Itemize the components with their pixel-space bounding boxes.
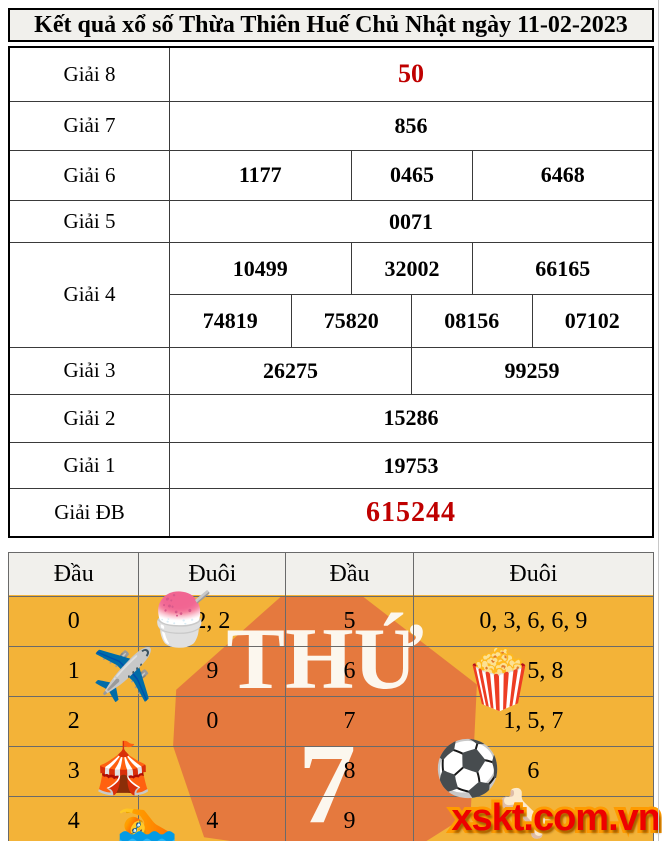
prize-label: Giải 2 — [10, 395, 170, 442]
tail-list-cell: 0, 3, 6, 6, 9 — [412, 597, 653, 646]
tail-list-cell: 6 — [412, 747, 653, 796]
head-tail-row-3: 3 8 6 — [9, 746, 653, 796]
prize-value: 856 — [394, 112, 428, 138]
header-cell-duoi: Đuôi — [138, 553, 285, 596]
head-tail-header-row: Đầu Đuôi Đầu Đuôi — [9, 553, 653, 596]
prize-label: Giải 1 — [10, 442, 170, 489]
prize-row-1: Giải 1 19753 — [10, 441, 652, 489]
header-cell-dau: Đầu — [53, 561, 94, 587]
thu7-badge-word: THỨ — [226, 611, 424, 708]
popcorn-icon: 🍿 — [463, 645, 536, 713]
tail-list-cell — [412, 797, 653, 841]
prize-value: 0071 — [389, 208, 433, 234]
prize-row-4: Giải 4 10499 32002 66165 74819 75820 081… — [10, 242, 653, 347]
shaved-ice-icon: 🍧 — [147, 590, 212, 650]
prize-value: 15286 — [383, 405, 439, 431]
soccer-ball-icon: ⚽ — [434, 737, 502, 800]
prize-value: 1177 — [238, 162, 282, 188]
prize-row-7: Giải 7 856 — [10, 100, 652, 151]
prize-value: 50 — [398, 59, 424, 89]
head-digit-cell: 6 — [285, 647, 413, 696]
prize-value: 615244 — [366, 496, 456, 528]
prize-row-8: Giải 8 50 — [10, 48, 652, 101]
prize-label: Giải 7 — [10, 101, 170, 151]
prize-label: Giải 3 — [10, 347, 170, 395]
tail-list-cell: 2, 2 — [138, 597, 285, 646]
prize-row-5: Giải 5 0071 — [10, 199, 652, 243]
swimmer-icon: 🏊 — [116, 794, 179, 841]
thu7-badge-number: 7 — [298, 720, 356, 841]
tail-list-cell: 5, 5, 8 — [412, 647, 653, 696]
prize-value: 08156 — [411, 295, 532, 347]
results-table: Giải 8 50 Giải 7 856 Giải 6 1177 0465 64… — [8, 46, 654, 538]
tail-list-cell: 0 — [138, 697, 285, 746]
tail-list-cell: 9 — [138, 647, 285, 696]
prize-value: 66165 — [472, 243, 652, 295]
head-digit-cell: 8 — [285, 747, 413, 796]
prize-value: 32002 — [350, 243, 473, 295]
page-title: Kết quả xổ số Thừa Thiên Huế Chủ Nhật ng… — [8, 8, 654, 42]
head-tail-row-2: 2 0 7 1, 5, 7 — [9, 696, 653, 746]
head-tail-row-0: 0 2, 2 5 0, 3, 6, 6, 9 — [9, 596, 653, 646]
head-tail-row-1: 1 9 6 5, 5, 8 — [9, 646, 653, 696]
prize-label: Giải 6 — [10, 151, 170, 200]
circus-tent-icon: 🎪 — [92, 739, 155, 797]
watermark-text: xskt.com.vn — [448, 794, 662, 841]
prize-value: 6468 — [472, 151, 652, 200]
head-digit-cell: 0 — [67, 608, 80, 634]
prize-row-2: Giải 2 15286 — [10, 394, 652, 442]
head-tail-table: Đầu Đuôi Đầu Đuôi 0 2, 2 5 0, 3, 6, 6, 9… — [8, 552, 654, 841]
head-digit-cell: 7 — [285, 697, 413, 746]
header-cell-duoi: Đuôi — [412, 553, 653, 596]
prize-label: Giải ĐB — [10, 489, 170, 536]
head-digit-cell: 2 — [67, 708, 80, 734]
airplane-icon: ✈️ — [92, 646, 155, 704]
prize-value: 0465 — [350, 151, 473, 200]
prize-row-db: Giải ĐB 615244 — [10, 488, 652, 536]
prize-value: 19753 — [383, 452, 439, 478]
header-cell-dau: Đầu — [285, 553, 413, 596]
head-digit-cell: 9 — [285, 797, 413, 841]
tail-list-cell — [138, 747, 285, 796]
prize-value: 99259 — [411, 347, 652, 395]
tail-list-cell: 4 — [138, 797, 285, 841]
prize-value: 74819 — [202, 308, 258, 334]
prize-label: Giải 8 — [10, 48, 170, 101]
prize-value: 26275 — [263, 357, 318, 383]
prize-value: 07102 — [531, 295, 653, 347]
bone-icon: 🦴 — [498, 786, 556, 840]
head-digit-cell: 4 — [67, 808, 80, 834]
prize-value: 10499 — [232, 255, 288, 281]
page-edge-line — [658, 0, 659, 841]
head-digit-cell: 5 — [285, 597, 413, 646]
prize-value: 75820 — [290, 295, 412, 347]
prize-row-6: Giải 6 1177 0465 6468 — [10, 150, 652, 200]
head-digit-cell: 3 — [67, 758, 80, 784]
tail-list-cell: 1, 5, 7 — [412, 697, 653, 746]
prize-row-3: Giải 3 26275 99259 — [10, 346, 652, 395]
prize-label: Giải 4 — [10, 243, 170, 347]
head-tail-row-4: 4 4 9 — [9, 796, 653, 841]
head-digit-cell: 1 — [67, 658, 80, 684]
prize-label: Giải 5 — [10, 200, 170, 243]
